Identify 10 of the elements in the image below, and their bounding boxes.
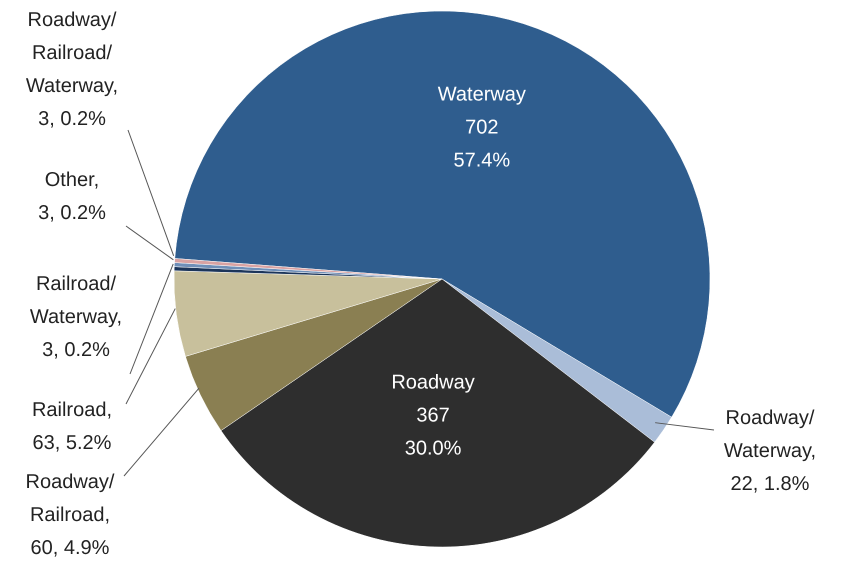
slice-label: Roadway/Waterway, 22, 1.8%	[724, 407, 816, 495]
slice-label: Roadway/Railroad/Waterway, 3, 0.2%	[26, 9, 118, 130]
slice-label: Other, 3, 0.2%	[38, 169, 106, 224]
slice-label: Roadway/Railroad, 60, 4.9%	[26, 471, 115, 559]
slice-label: Railroad, 63, 5.2%	[32, 399, 112, 454]
slice-label: Railroad/Waterway, 3, 0.2%	[30, 273, 122, 361]
data-label: 702 57.4%	[454, 116, 510, 172]
slice-label: Roadway	[391, 371, 475, 394]
slice-label: Waterway	[438, 84, 526, 106]
data-label: 367 30.0%	[404, 404, 462, 460]
